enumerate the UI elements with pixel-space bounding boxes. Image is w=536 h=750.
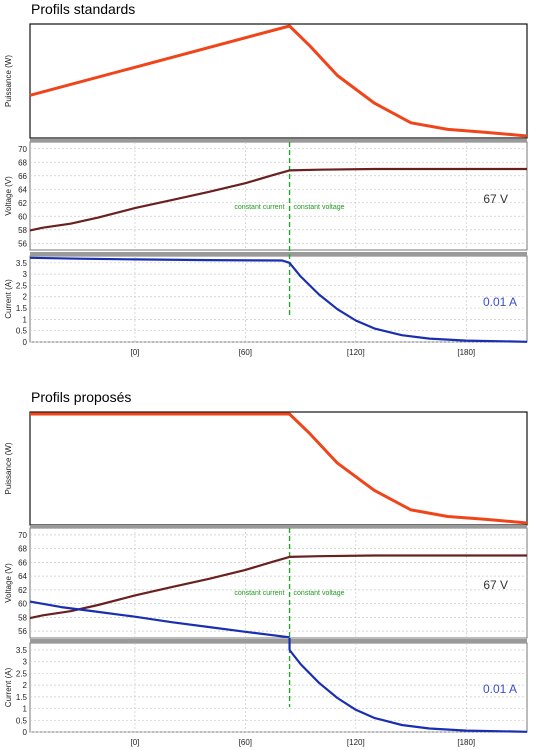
chart1-voltage-tick-label: 58 [18, 226, 27, 235]
chart1-voltage-tick-label: 70 [18, 145, 27, 154]
chart1-voltage-tick-label: 64 [18, 185, 27, 194]
chart2-voltage-tick-label: 66 [18, 558, 27, 567]
chart1-current-readout: 0.01 A [483, 295, 517, 309]
chart2-x-tick-label: [120] [347, 738, 365, 747]
chart2-current-tick-label: 2.5 [16, 669, 28, 678]
chart2-current-ylabel: Current (A) [4, 667, 13, 707]
chart1-x-tick-label: [180] [457, 348, 475, 357]
chart2-voltage-tick-label: 70 [18, 531, 27, 540]
chart1-current-ylabel: Current (A) [4, 279, 13, 319]
chart1-voltage-panel [29, 141, 528, 251]
chart2-voltage-tick-label: 58 [18, 613, 27, 622]
chart2-current-tick-label: 3.5 [16, 646, 28, 655]
chart1-x-tick-label: [120] [347, 348, 365, 357]
chart1-current-series [29, 256, 528, 343]
section-title-standard: Profils standards [31, 1, 136, 17]
chart1-power-series [29, 24, 528, 138]
chart1-panel-divider [30, 252, 527, 256]
chart1-current-tick-label: 0.5 [16, 327, 28, 336]
chart1-mode-label-cv: constant voltage [294, 204, 345, 211]
chart2-panel-divider [30, 639, 527, 643]
chart2-voltage-tick-label: 56 [18, 627, 27, 636]
chart2-current-series [288, 649, 528, 733]
chart1-voltage-tick-label: 68 [18, 158, 27, 167]
chart2-current-tick-label: 1 [23, 705, 28, 714]
chart1-power-ylabel: Puissance (W) [4, 55, 13, 107]
chart2-voltage-tick-label: 68 [18, 545, 27, 554]
chart1-voltage-ylabel: Voltage (V) [4, 176, 13, 216]
chart1-voltage-tick-label: 66 [18, 172, 27, 181]
chart2-power-series [30, 412, 528, 525]
chart2-current-readout: 0.01 A [483, 682, 517, 696]
chart2-current-tick-label: 3 [23, 658, 28, 667]
chart1-current-tick-label: 3.5 [16, 259, 28, 268]
chart2-current-panel [29, 642, 528, 733]
chart2-mode-label-cc: constant current [234, 590, 284, 597]
chart2-voltage-ylabel: Voltage (V) [4, 563, 13, 603]
chart2-power-panel [29, 411, 528, 526]
chart2-current-series-overlay [29, 600, 290, 639]
chart1-x-tick-label: [60] [239, 348, 252, 357]
chart2-voltage-tick-label: 64 [18, 572, 27, 581]
chart1-x-tick-label: [0] [130, 348, 139, 357]
chart1-current-tick-label: 2.5 [16, 281, 28, 290]
chart1-voltage-series [29, 167, 527, 232]
chart1-current-tick-label: 1.5 [16, 304, 28, 313]
chart1-voltage-tick-label: 60 [18, 212, 27, 221]
chart2-voltage-tick-label: 62 [18, 586, 27, 595]
chart1-voltage-tick-label: 56 [18, 239, 27, 248]
chart2-x-tick-label: [0] [130, 738, 139, 747]
section-title-proposed: Profils proposés [31, 389, 132, 405]
chart2-current-tick-label: 0 [23, 728, 28, 737]
chart1-mode-label-cc: constant current [234, 204, 284, 211]
chart2-current-tick-label: 2 [23, 681, 28, 690]
chart2-voltage-readout: 67 V [483, 578, 508, 592]
chart2-panel-divider [30, 525, 527, 528]
chart1-current-tick-label: 2 [23, 293, 28, 302]
chart1-current-tick-label: 0 [23, 338, 28, 347]
chart1-power-panel [29, 23, 528, 139]
chart2-x-tick-label: [60] [239, 738, 252, 747]
chart2-x-tick-label: [180] [457, 738, 475, 747]
chart1-current-tick-label: 3 [23, 270, 28, 279]
chart2-mode-label-cv: constant voltage [294, 590, 345, 597]
chart1-current-panel [29, 255, 528, 343]
chart2-voltage-panel [29, 527, 528, 639]
chart2-voltage-tick-label: 60 [18, 600, 27, 609]
chart2-current-tick-label: 0.5 [16, 716, 28, 725]
chart1-voltage-tick-label: 62 [18, 199, 27, 208]
chart1-current-tick-label: 1 [23, 315, 28, 324]
chart1-voltage-readout: 67 V [483, 192, 508, 206]
chart1-panel-divider [30, 139, 527, 142]
chart2-current-tick-label: 1.5 [16, 693, 28, 702]
chart2-power-ylabel: Puissance (W) [4, 442, 13, 494]
